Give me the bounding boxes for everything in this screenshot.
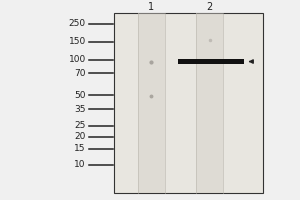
Text: 50: 50 xyxy=(74,91,86,100)
Bar xyxy=(138,13,165,193)
Text: 100: 100 xyxy=(68,55,86,64)
Text: 10: 10 xyxy=(74,160,86,169)
Bar xyxy=(114,13,263,193)
Text: 150: 150 xyxy=(68,37,86,46)
Text: 250: 250 xyxy=(69,19,86,28)
Text: 1: 1 xyxy=(148,2,154,12)
Text: 20: 20 xyxy=(74,132,86,141)
Bar xyxy=(178,59,244,64)
Text: 2: 2 xyxy=(207,2,213,12)
Bar xyxy=(196,13,223,193)
Text: 25: 25 xyxy=(74,121,86,130)
Text: 15: 15 xyxy=(74,144,86,153)
Text: 35: 35 xyxy=(74,105,86,114)
Text: 70: 70 xyxy=(74,69,86,78)
